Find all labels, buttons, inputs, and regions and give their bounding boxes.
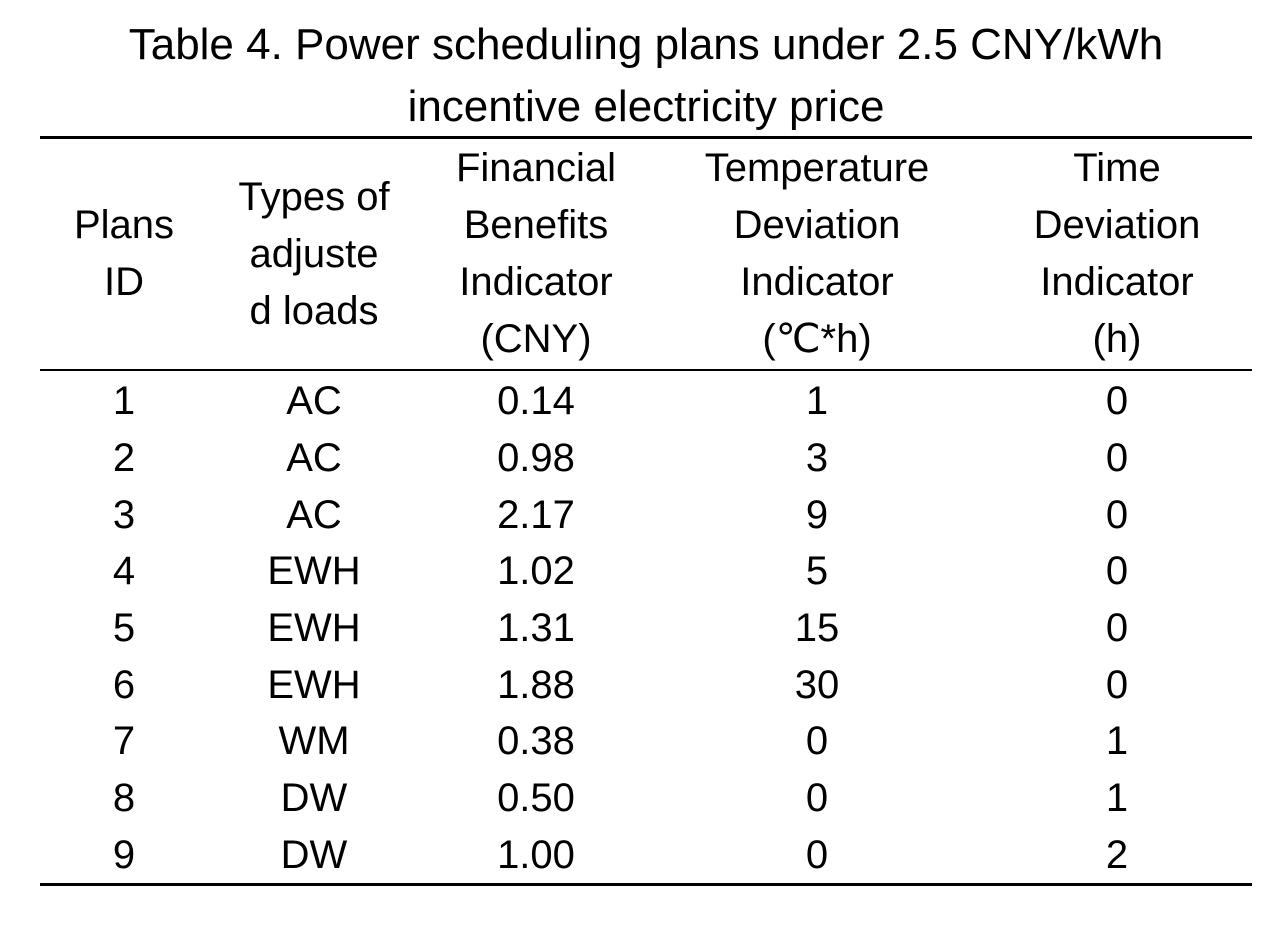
financial-benefit-cell: 1.88 — [497, 662, 575, 707]
plan-id-cell: 4 — [112, 549, 136, 594]
financial-benefit-cell: 2.17 — [497, 492, 575, 537]
time-deviation-cell: 0 — [1105, 662, 1129, 707]
table-row: 5 EWH 1.31 15 0 — [40, 600, 1252, 657]
temperature-deviation-cell: 0 — [805, 832, 829, 877]
plan-id-cell: 1 — [112, 379, 136, 424]
temperature-deviation-cell: 5 — [805, 549, 829, 594]
table-row: 9 DW 1.00 0 2 — [40, 827, 1252, 884]
table-row: 7 WM 0.38 0 1 — [40, 713, 1252, 770]
plan-id-cell: 5 — [112, 606, 136, 651]
table-header: Plans ID Types of adjuste d loads Financ… — [40, 139, 1252, 369]
financial-benefit-cell: 1.00 — [497, 832, 575, 877]
time-deviation-cell: 1 — [1105, 719, 1129, 764]
load-type-cell: AC — [286, 492, 342, 537]
financial-benefit-cell: 0.38 — [497, 719, 575, 764]
financial-benefit-cell: 0.98 — [497, 436, 575, 481]
financial-benefit-cell: 1.02 — [497, 549, 575, 594]
time-deviation-cell: 0 — [1105, 379, 1129, 424]
load-type-cell: EWH — [267, 662, 361, 707]
temperature-deviation-cell: 1 — [805, 379, 829, 424]
temperature-deviation-cell: 30 — [794, 662, 840, 707]
load-type-cell: AC — [286, 436, 342, 481]
table-row: 3 AC 2.17 9 0 — [40, 486, 1252, 543]
table-header-rule — [40, 369, 1252, 371]
load-type-cell: DW — [280, 776, 348, 821]
time-deviation-cell: 2 — [1105, 832, 1129, 877]
header-row: Plans ID Types of adjuste d loads Financ… — [40, 139, 1252, 369]
temperature-deviation-cell: 3 — [805, 436, 829, 481]
header-time-deviation: Time Deviation Indicator (h) — [1033, 146, 1201, 361]
temperature-deviation-cell: 0 — [805, 719, 829, 764]
time-deviation-cell: 0 — [1105, 436, 1129, 481]
table-caption: Table 4. Power scheduling plans under 2.… — [40, 14, 1252, 138]
plan-id-cell: 2 — [112, 436, 136, 481]
table-row: 1 AC 0.14 1 0 — [40, 369, 1252, 430]
caption-line-1: Table 4. Power scheduling plans under 2.… — [128, 20, 1164, 69]
header-financial-benefits: Financial Benefits Indicator (CNY) — [455, 146, 617, 361]
table-body: 1 AC 0.14 1 0 2 AC 0.98 3 0 3 AC 2.17 9 0 4 EWH 1.02 5 0 5 EW… — [40, 369, 1252, 883]
temperature-deviation-cell: 9 — [805, 492, 829, 537]
table-row: 4 EWH 1.02 5 0 — [40, 543, 1252, 600]
load-type-cell: EWH — [267, 606, 361, 651]
table-top-rule — [40, 136, 1252, 139]
load-type-cell: AC — [286, 379, 342, 424]
header-load-types: Types of adjuste d loads — [238, 174, 390, 333]
plan-id-cell: 6 — [112, 662, 136, 707]
time-deviation-cell: 0 — [1105, 549, 1129, 594]
time-deviation-cell: 0 — [1105, 492, 1129, 537]
table-row: 2 AC 0.98 3 0 — [40, 430, 1252, 487]
load-type-cell: DW — [280, 832, 348, 877]
financial-benefit-cell: 0.50 — [497, 776, 575, 821]
caption-line-2: incentive electricity price — [407, 82, 885, 131]
financial-benefit-cell: 0.14 — [497, 379, 575, 424]
plan-id-cell: 3 — [112, 492, 136, 537]
plan-id-cell: 9 — [112, 832, 136, 877]
table-row: 6 EWH 1.88 30 0 — [40, 656, 1252, 713]
financial-benefit-cell: 1.31 — [497, 606, 575, 651]
header-temperature-deviation: Temperature Deviation Indicator (℃*h) — [704, 146, 930, 361]
table-row: 8 DW 0.50 0 1 — [40, 770, 1252, 827]
plan-id-cell: 7 — [112, 719, 136, 764]
plan-id-cell: 8 — [112, 776, 136, 821]
temperature-deviation-cell: 0 — [805, 776, 829, 821]
load-type-cell: WM — [278, 719, 350, 764]
header-plans-id: Plans ID — [73, 203, 175, 304]
time-deviation-cell: 1 — [1105, 776, 1129, 821]
scheduling-plans-table: Plans ID Types of adjuste d loads Financ… — [40, 139, 1252, 883]
time-deviation-cell: 0 — [1105, 606, 1129, 651]
temperature-deviation-cell: 15 — [794, 606, 840, 651]
table-bottom-rule — [40, 883, 1252, 886]
load-type-cell: EWH — [267, 549, 361, 594]
